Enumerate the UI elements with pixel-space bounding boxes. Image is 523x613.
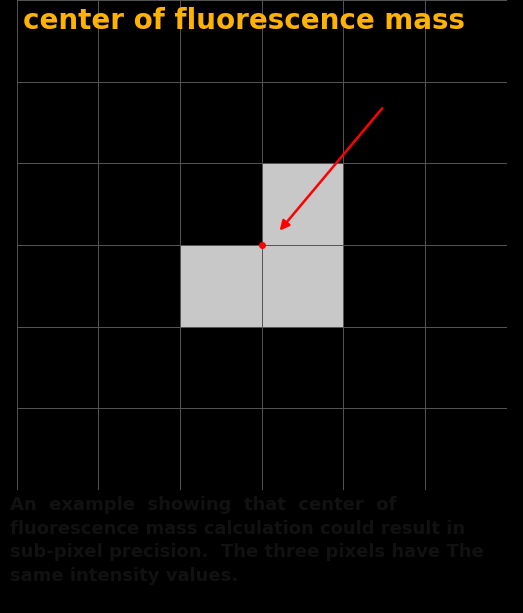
- Bar: [262, 245, 343, 327]
- Bar: [180, 245, 262, 327]
- Text: An  example  showing  that  center  of
fluorescence mass calculation could resul: An example showing that center of fluore…: [10, 496, 484, 585]
- Bar: [262, 163, 343, 245]
- Text: center of fluorescence mass: center of fluorescence mass: [24, 7, 465, 35]
